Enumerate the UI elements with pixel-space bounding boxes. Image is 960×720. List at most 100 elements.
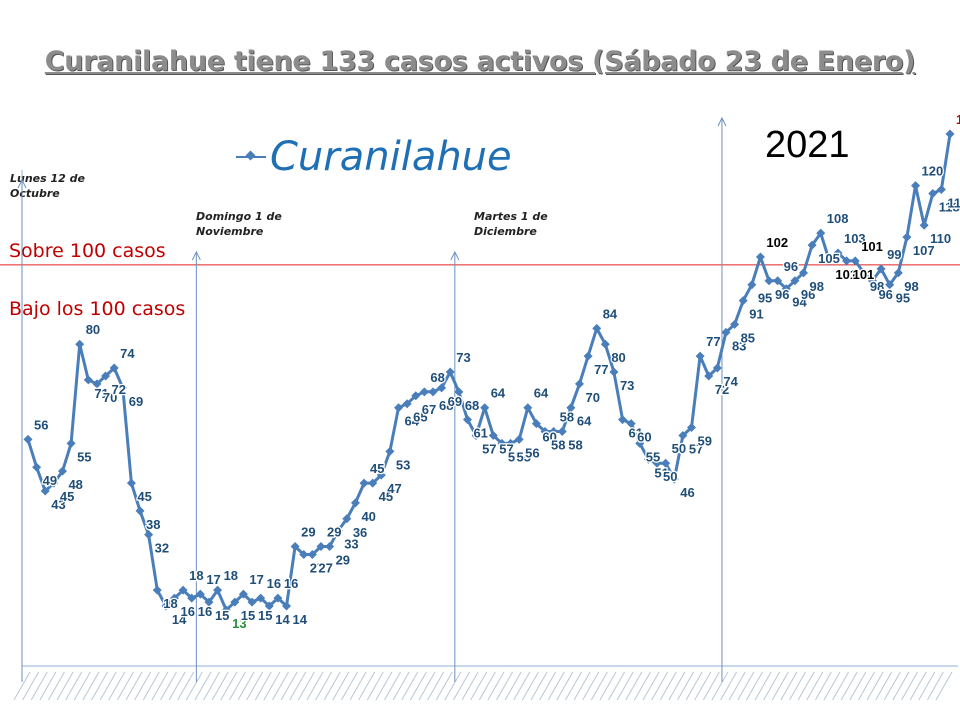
value-label-51: 61 <box>473 426 487 441</box>
value-label-62: 58 <box>568 438 582 453</box>
x-tick-label-61 <box>539 671 557 701</box>
x-tick-label-3 <box>39 671 57 701</box>
data-point-27 <box>256 593 266 603</box>
value-label-1: 49 <box>43 473 57 488</box>
value-label-71: 55 <box>646 449 660 464</box>
x-tick-label-86 <box>754 671 772 701</box>
x-tick-label-28 <box>254 671 272 701</box>
data-point-60 <box>540 427 550 436</box>
value-label-72: 51 <box>654 465 668 480</box>
x-tick-label-57 <box>504 671 522 701</box>
value-label-104: 110 <box>930 231 951 246</box>
value-label-95: 101 <box>853 267 875 282</box>
x-tick-label-51 <box>453 671 470 701</box>
value-label-102: 107 <box>913 243 935 258</box>
x-tick-label-4 <box>48 671 65 701</box>
data-point-26 <box>247 597 257 607</box>
x-tick-label-50 <box>444 671 462 701</box>
value-label-101: 98 <box>904 279 918 294</box>
x-tick-label-104 <box>909 671 927 701</box>
data-point-40 <box>368 478 378 488</box>
data-point-20 <box>195 589 205 599</box>
value-label-63: 64 <box>577 414 592 429</box>
marker-arrow-icon-2 <box>450 250 460 261</box>
data-point-92 <box>816 228 826 238</box>
x-tick-label-58 <box>513 671 531 701</box>
x-tick-label-99 <box>866 671 884 701</box>
x-tick-label-27 <box>246 671 264 701</box>
x-tick-label-33 <box>297 671 315 701</box>
x-tick-label-90 <box>789 671 806 701</box>
data-point-51 <box>462 415 472 425</box>
year-label: 2021 <box>765 124 850 166</box>
data-point-55 <box>497 438 507 448</box>
value-label-85: 102 <box>766 235 788 250</box>
value-label-54: 57 <box>499 441 513 456</box>
data-point-68 <box>609 367 619 377</box>
value-label-77: 59 <box>697 434 711 449</box>
value-label-99: 99 <box>887 247 901 262</box>
legend-label: Curanilahue <box>270 134 512 180</box>
x-tick-label-6 <box>65 671 83 701</box>
value-label-58: 64 <box>534 386 549 401</box>
value-label-41: 47 <box>387 481 401 496</box>
x-tick-label-77 <box>677 671 694 701</box>
x-tick-label-64 <box>565 671 582 701</box>
value-label-84: 95 <box>758 291 772 306</box>
x-tick-label-10 <box>99 671 117 701</box>
data-point-16 <box>161 601 171 611</box>
value-label-48: 69 <box>448 394 462 409</box>
value-label-5: 55 <box>77 449 91 464</box>
x-tick-label-1 <box>22 671 40 701</box>
value-label-27: 16 <box>267 576 281 591</box>
below-threshold-label: Bajo los 100 casos <box>9 298 186 320</box>
value-label-81: 83 <box>732 338 746 353</box>
x-tick-label-105 <box>918 671 936 701</box>
x-tick-label-76 <box>668 671 686 701</box>
x-tick-label-71 <box>625 671 643 701</box>
value-label-92: 108 <box>827 211 849 226</box>
data-point-34 <box>316 542 326 552</box>
data-point-96 <box>850 256 860 266</box>
data-point-62 <box>557 427 567 436</box>
value-label-45: 67 <box>422 402 436 417</box>
value-label-65: 77 <box>594 362 608 377</box>
data-point-10 <box>109 363 119 373</box>
data-point-70 <box>626 419 636 429</box>
x-tick-label-32 <box>289 671 307 701</box>
data-point-76 <box>678 430 688 440</box>
x-tick-label-26 <box>237 671 255 701</box>
value-label-36: 33 <box>344 537 358 552</box>
value-label-8: 70 <box>103 390 117 405</box>
data-point-22 <box>213 585 223 595</box>
data-point-38 <box>350 498 360 508</box>
x-tick-label-14 <box>134 671 152 701</box>
value-label-24: 15 <box>241 608 255 623</box>
value-label-10: 74 <box>120 346 135 361</box>
data-point-21 <box>204 597 214 607</box>
x-tick-label-92 <box>806 671 824 701</box>
data-point-50 <box>454 387 464 397</box>
data-point-99 <box>876 264 886 274</box>
x-tick-label-72 <box>633 671 651 701</box>
data-point-95 <box>842 256 852 266</box>
x-tick-label-11 <box>108 671 126 701</box>
x-tick-label-87 <box>763 671 781 701</box>
data-point-85 <box>755 252 765 262</box>
data-point-81 <box>721 327 731 337</box>
value-label-43: 64 <box>405 414 420 429</box>
value-label-61: 58 <box>560 410 574 425</box>
data-point-90 <box>799 268 809 278</box>
x-tick-label-81 <box>711 671 729 701</box>
data-point-75 <box>669 474 679 484</box>
value-label-53: 64 <box>491 386 506 401</box>
data-point-25 <box>238 589 248 599</box>
data-point-29 <box>273 593 283 603</box>
value-label-52: 57 <box>482 441 496 456</box>
data-point-48 <box>437 383 447 393</box>
x-tick-label-65 <box>573 671 591 701</box>
value-label-68: 73 <box>620 378 634 393</box>
x-tick-label-20 <box>185 671 203 701</box>
above-threshold-label: Sobre 100 casos <box>9 240 166 262</box>
x-tick-label-17 <box>160 671 177 701</box>
